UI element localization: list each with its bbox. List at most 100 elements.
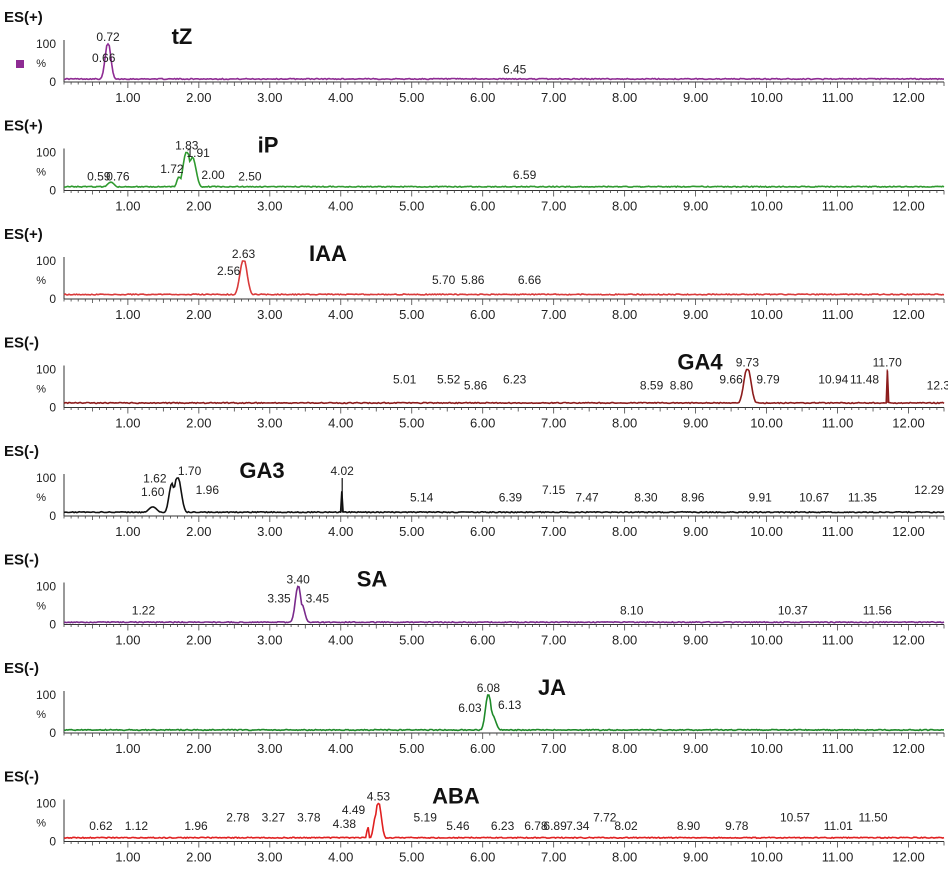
x-tick-label: 9.00 bbox=[683, 524, 708, 539]
chromatogram-panel-ga3: ES(-) 100 0% 1.00 2.00 3.00 4.00 5.00 6.00 7.00 8.… bbox=[4, 443, 944, 539]
x-tick-label: 7.00 bbox=[541, 90, 566, 105]
x-tick-label: 12.00 bbox=[892, 741, 925, 756]
peak-retention-label: 5.14 bbox=[410, 491, 434, 505]
peak-retention-label: 6.39 bbox=[499, 491, 523, 505]
peak-retention-label: 0.66 bbox=[92, 51, 116, 65]
chromatogram-panel-ga4: ES(-) 100 0% 1.00 2.00 3.00 4.00 5.00 6.00 7.00 8.… bbox=[4, 335, 948, 431]
x-tick-label: 2.00 bbox=[186, 307, 211, 322]
y-tick-label: 0 bbox=[49, 618, 56, 632]
y-tick-label: 100 bbox=[36, 471, 56, 485]
peak-retention-label: 3.45 bbox=[306, 592, 330, 606]
y-tick-label: 0 bbox=[49, 292, 56, 306]
peak-retention-label: 11.50 bbox=[858, 810, 887, 824]
compound-name-label: GA3 bbox=[239, 458, 284, 483]
x-tick-label: 12.00 bbox=[892, 524, 925, 539]
x-tick-label: 9.00 bbox=[683, 199, 708, 214]
x-tick-label: 12.00 bbox=[892, 850, 925, 865]
peak-retention-label: 6.03 bbox=[458, 701, 482, 715]
x-tick-label: 1.00 bbox=[115, 633, 140, 648]
chromatogram-panel-sa: ES(-) 100 0% 1.00 2.00 3.00 4.00 5.00 6.00 7.00 8.… bbox=[4, 552, 945, 648]
y-axis-label: % bbox=[36, 709, 46, 721]
x-tick-label: 10.00 bbox=[750, 524, 783, 539]
peak-retention-label: 0.72 bbox=[96, 30, 120, 44]
x-tick-label: 3.00 bbox=[257, 741, 282, 756]
peak-retention-label: 8.30 bbox=[634, 491, 658, 505]
peak-retention-label: 5.19 bbox=[414, 810, 438, 824]
x-tick-label: 10.00 bbox=[750, 90, 783, 105]
x-tick-label: 6.00 bbox=[470, 633, 495, 648]
peak-retention-label: 5.70 bbox=[432, 273, 456, 287]
peak-retention-label: 5.86 bbox=[464, 378, 488, 392]
chromatogram-panel-aba: ES(-) 100 0% 1.00 2.00 3.00 4.00 5.00 6.00 7.00 8.… bbox=[4, 769, 945, 865]
y-axis-label: % bbox=[36, 275, 46, 287]
x-tick-label: 4.00 bbox=[328, 633, 353, 648]
y-tick-label: 0 bbox=[49, 401, 56, 415]
peak-retention-label: 4.38 bbox=[333, 817, 357, 831]
x-tick-label: 7.00 bbox=[541, 633, 566, 648]
trace-marker-square bbox=[16, 60, 24, 68]
x-tick-label: 1.00 bbox=[115, 307, 140, 322]
peak-retention-label: 7.34 bbox=[566, 819, 590, 833]
x-tick-label: 11.00 bbox=[822, 850, 854, 865]
peak-retention-label: 6.78 bbox=[524, 819, 548, 833]
ionization-mode-label: ES(-) bbox=[4, 660, 39, 677]
trace-line bbox=[64, 585, 945, 624]
peak-retention-label: 8.10 bbox=[620, 604, 644, 618]
compound-name-label: iP bbox=[258, 133, 279, 158]
y-tick-label: 0 bbox=[49, 509, 56, 523]
y-tick-label: 0 bbox=[49, 184, 56, 198]
peak-retention-label: 2.00 bbox=[201, 168, 225, 182]
x-tick-label: 8.00 bbox=[612, 90, 637, 105]
peak-retention-label: 11.56 bbox=[863, 604, 892, 618]
y-tick-label: 100 bbox=[36, 254, 56, 268]
trace-line bbox=[63, 368, 945, 405]
peak-retention-label: 9.66 bbox=[719, 373, 743, 387]
peak-retention-label: 5.52 bbox=[437, 373, 461, 387]
x-tick-label: 1.00 bbox=[115, 524, 140, 539]
peak-retention-label: 6.08 bbox=[477, 681, 501, 695]
peak-retention-label: 12.3 bbox=[927, 378, 948, 392]
x-tick-label: 2.00 bbox=[186, 524, 211, 539]
x-tick-label: 12.00 bbox=[892, 199, 925, 214]
trace-line bbox=[63, 260, 945, 296]
x-tick-label: 3.00 bbox=[257, 850, 282, 865]
x-tick-label: 7.00 bbox=[541, 524, 566, 539]
peak-retention-label: 0.59 bbox=[87, 170, 111, 184]
peak-retention-label: 12.29 bbox=[914, 483, 944, 497]
peak-retention-label: 0.62 bbox=[89, 819, 113, 833]
y-tick-label: 100 bbox=[36, 146, 56, 160]
y-axis-label: % bbox=[36, 601, 46, 613]
peak-retention-label: 11.35 bbox=[848, 491, 877, 505]
peak-retention-label: 6.13 bbox=[498, 698, 522, 712]
peak-retention-label: 4.53 bbox=[367, 790, 391, 804]
peak-retention-label: 6.59 bbox=[513, 168, 537, 182]
peak-retention-label: 3.40 bbox=[287, 573, 311, 587]
x-tick-label: 9.00 bbox=[683, 416, 708, 431]
x-tick-label: 9.00 bbox=[683, 850, 708, 865]
x-tick-label: 2.00 bbox=[186, 741, 211, 756]
x-tick-label: 6.00 bbox=[470, 741, 495, 756]
peak-retention-label: 10.57 bbox=[780, 810, 810, 824]
compound-name-label: tZ bbox=[172, 24, 193, 49]
peak-retention-label: 3.35 bbox=[267, 592, 291, 606]
x-tick-label: 8.00 bbox=[612, 524, 637, 539]
x-tick-label: 2.00 bbox=[186, 90, 211, 105]
peak-retention-label: 10.94 bbox=[818, 373, 848, 387]
peak-retention-label: 1.70 bbox=[178, 464, 202, 478]
peak-retention-label: 9.91 bbox=[749, 491, 773, 505]
x-tick-label: 1.00 bbox=[115, 199, 140, 214]
x-tick-label: 12.00 bbox=[892, 416, 925, 431]
x-tick-label: 8.00 bbox=[612, 633, 637, 648]
x-tick-label: 6.00 bbox=[470, 90, 495, 105]
x-tick-label: 12.00 bbox=[892, 90, 925, 105]
peak-retention-label: 2.63 bbox=[232, 247, 256, 261]
x-tick-label: 10.00 bbox=[750, 850, 783, 865]
peak-retention-label: 8.90 bbox=[677, 819, 701, 833]
peak-retention-label: 1.22 bbox=[132, 604, 156, 618]
y-tick-label: 100 bbox=[36, 688, 56, 702]
x-tick-label: 3.00 bbox=[257, 307, 282, 322]
peak-retention-label: 11.70 bbox=[873, 356, 902, 370]
x-tick-label: 1.00 bbox=[115, 90, 140, 105]
